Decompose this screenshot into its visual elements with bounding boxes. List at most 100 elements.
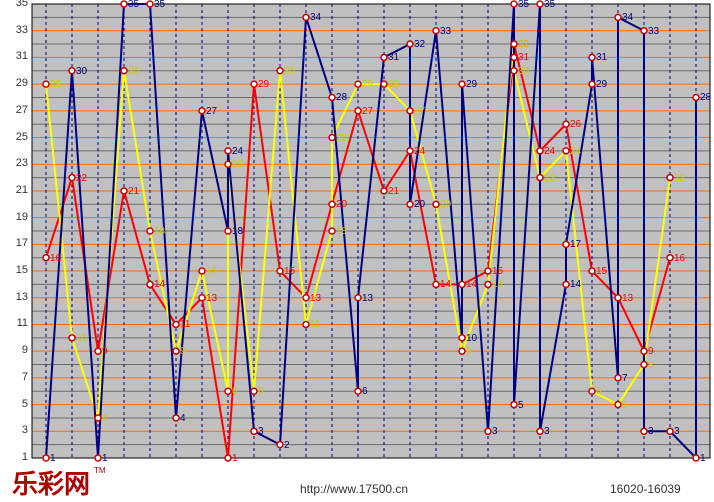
blue-marker — [95, 455, 101, 461]
yellow-value-label: 9 — [180, 347, 186, 357]
red-value-label: 9 — [648, 347, 654, 357]
blue-marker — [173, 415, 179, 421]
blue-marker — [355, 295, 361, 301]
y-tick-label: 3 — [4, 424, 28, 436]
yellow-marker — [199, 268, 205, 274]
red-marker — [563, 121, 569, 127]
y-tick-label: 5 — [4, 398, 28, 410]
blue-value-label: 29 — [596, 80, 607, 90]
y-tick-label: 29 — [4, 77, 28, 89]
red-marker — [225, 455, 231, 461]
red-value-label: 14 — [440, 280, 451, 290]
yellow-value-label: 11 — [310, 320, 320, 330]
yellow-value-label: 23 — [232, 160, 243, 170]
blue-marker — [589, 54, 595, 60]
y-tick-label: 17 — [4, 237, 28, 249]
red-marker — [303, 295, 309, 301]
yellow-value-label: 22 — [674, 174, 685, 184]
yellow-value-label: 29 — [50, 80, 61, 90]
yellow-marker — [511, 68, 517, 74]
yellow-value-label: 30 — [128, 67, 139, 77]
yellow-value-label: 6 — [596, 387, 602, 397]
y-tick-label: 13 — [4, 291, 28, 303]
blue-marker — [381, 54, 387, 60]
blue-marker — [537, 428, 543, 434]
yellow-marker — [615, 402, 621, 408]
yellow-value-label: 10 — [76, 334, 87, 344]
yellow-value-label: 25 — [336, 134, 347, 144]
red-value-label: 20 — [336, 200, 347, 210]
red-marker — [147, 281, 153, 287]
yellow-value-label: 30 — [284, 67, 295, 77]
blue-marker — [225, 148, 231, 154]
blue-value-label: 27 — [206, 107, 217, 117]
blue-value-label: 33 — [648, 27, 659, 37]
red-marker — [199, 295, 205, 301]
blue-marker — [225, 228, 231, 234]
y-tick-label: 11 — [4, 317, 28, 329]
blue-marker — [121, 1, 127, 7]
red-marker — [43, 255, 49, 261]
blue-marker — [615, 375, 621, 381]
blue-value-label: 10 — [466, 334, 477, 344]
blue-marker — [693, 455, 699, 461]
yellow-value-label: 22 — [544, 174, 555, 184]
red-marker — [69, 175, 75, 181]
blue-marker — [563, 241, 569, 247]
yellow-marker — [277, 68, 283, 74]
blue-value-label: 1 — [700, 454, 706, 464]
red-marker — [121, 188, 127, 194]
blue-marker — [667, 428, 673, 434]
red-marker — [381, 188, 387, 194]
blue-marker — [407, 41, 413, 47]
blue-marker — [459, 335, 465, 341]
blue-value-label: 34 — [622, 13, 633, 23]
blue-marker — [277, 442, 283, 448]
yellow-marker — [147, 228, 153, 234]
red-value-label: 15 — [492, 267, 503, 277]
red-value-label: 14 — [154, 280, 165, 290]
blue-value-label: 35 — [128, 0, 139, 10]
yellow-marker — [225, 388, 231, 394]
red-value-label: 16 — [50, 254, 61, 264]
red-value-label: 24 — [414, 147, 425, 157]
red-marker — [615, 295, 621, 301]
source-url: http://www.17500.cn — [300, 482, 408, 496]
y-tick-label: 19 — [4, 211, 28, 223]
blue-value-label: 3 — [544, 427, 550, 437]
blue-value-label: 20 — [414, 200, 425, 210]
red-value-label: 13 — [206, 294, 217, 304]
blue-value-label: 3 — [258, 427, 264, 437]
blue-value-label: 3 — [648, 427, 654, 437]
red-value-label: 22 — [76, 174, 87, 184]
blue-value-label: 28 — [336, 93, 347, 103]
yellow-value-label: 30 — [518, 67, 529, 77]
blue-value-label: 1 — [102, 454, 108, 464]
yellow-value-label: 24 — [570, 147, 581, 157]
y-tick-label: 15 — [4, 264, 28, 276]
red-value-label: 16 — [674, 254, 685, 264]
blue-marker — [147, 1, 153, 7]
y-tick-label: 25 — [4, 131, 28, 143]
yellow-value-label: 29 — [388, 80, 399, 90]
yellow-marker — [485, 281, 491, 287]
yellow-marker — [407, 108, 413, 114]
blue-value-label: 35 — [544, 0, 555, 10]
blue-marker — [355, 388, 361, 394]
red-marker — [459, 281, 465, 287]
red-value-label: 27 — [362, 107, 373, 117]
blue-value-label: 1 — [50, 454, 56, 464]
red-marker — [173, 321, 179, 327]
yellow-marker — [329, 228, 335, 234]
y-tick-label: 35 — [4, 0, 28, 9]
yellow-marker — [121, 68, 127, 74]
red-value-label: 13 — [622, 294, 633, 304]
yellow-value-label: 6 — [232, 387, 238, 397]
red-value-label: 15 — [596, 267, 607, 277]
yellow-value-label: 5 — [622, 401, 628, 411]
red-marker — [511, 54, 517, 60]
blue-value-label: 24 — [232, 147, 243, 157]
blue-value-label: 3 — [674, 427, 680, 437]
blue-value-label: 5 — [518, 401, 524, 411]
yellow-marker — [355, 81, 361, 87]
